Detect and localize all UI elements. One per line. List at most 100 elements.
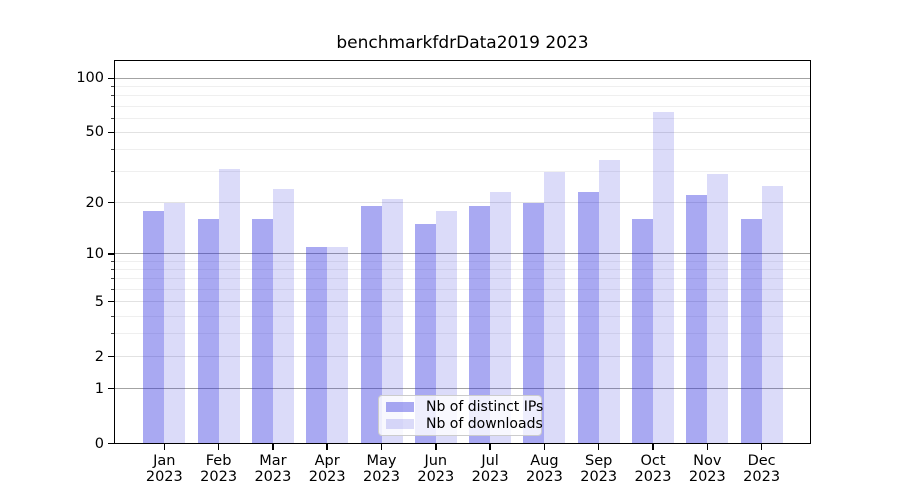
y-axis-minor-tick (111, 333, 114, 335)
chart-title: benchmarkfdrData2019 2023 (336, 33, 589, 53)
gridline-minor (114, 260, 811, 262)
y-axis-minor-tick (111, 289, 114, 291)
bar-downloads (653, 111, 674, 444)
x-axis-tick (272, 443, 274, 450)
y-axis-minor-tick (111, 117, 114, 119)
bar-distinct-ips (632, 219, 653, 444)
y-axis-tick (108, 442, 114, 445)
y-axis-minor-tick (111, 315, 114, 317)
y-axis-minor-tick (111, 269, 114, 271)
x-tick-label: May 2023 (363, 453, 400, 485)
gridline-minor (114, 269, 811, 271)
y-axis-tick (108, 300, 114, 303)
y-tick-label: 10 (85, 245, 104, 262)
x-tick-label: Jul 2023 (471, 453, 509, 485)
x-tick-label: Sep 2023 (580, 453, 618, 485)
bar-downloads (327, 246, 349, 444)
x-axis-tick (543, 443, 546, 450)
bar-downloads (435, 210, 457, 444)
bar-downloads (707, 174, 729, 444)
x-tick-label: Apr 2023 (308, 453, 346, 485)
y-tick-label: 0 (94, 435, 104, 452)
gridline-minor (114, 95, 811, 97)
y-tick-label: 2 (94, 348, 104, 365)
gridline-major (114, 356, 811, 358)
x-axis-tick (652, 443, 654, 450)
y-tick-label: 1 (94, 380, 104, 397)
y-axis-minor-tick (111, 149, 114, 151)
x-tick-label: Dec 2023 (743, 453, 781, 485)
y-axis-minor-tick (111, 278, 114, 280)
y-tick-label: 5 (94, 293, 104, 310)
gridline-minor (114, 333, 811, 335)
bar-distinct-ips (577, 192, 599, 444)
gridline-minor (114, 315, 811, 317)
y-axis-tick (108, 355, 114, 358)
x-axis-tick (163, 443, 166, 450)
y-axis-tick (108, 77, 114, 80)
x-tick-label: Feb 2023 (200, 453, 238, 485)
y-tick-label: 20 (85, 194, 104, 211)
y-axis-minor-tick (111, 95, 114, 97)
x-tick-label: Aug 2023 (525, 453, 563, 485)
gridline-minor (114, 105, 811, 107)
gridline-major (114, 202, 811, 204)
y-tick-label: 50 (85, 124, 104, 141)
x-axis-tick (326, 443, 328, 450)
legend-item-downloads: Nb of downloads (386, 416, 543, 432)
bar-downloads (272, 188, 294, 444)
gridline-minor (114, 171, 811, 173)
x-axis-tick (489, 443, 491, 450)
bar-downloads (490, 192, 512, 444)
bar-downloads (598, 159, 620, 444)
legend-item-distinct-ips: Nb of distinct IPs (386, 399, 543, 415)
x-axis-tick (760, 443, 763, 450)
gridline-major (114, 388, 811, 390)
legend-label-distinct-ips: Nb of distinct IPs (426, 399, 544, 415)
bar-distinct-ips (740, 219, 762, 444)
legend-swatch-downloads (386, 418, 414, 430)
x-tick-label: Nov 2023 (688, 453, 726, 485)
y-axis-tick (108, 253, 114, 255)
gridline-major (114, 131, 811, 133)
legend: Nb of distinct IPs Nb of downloads (378, 395, 543, 436)
gridline-minor (114, 289, 811, 291)
y-tick-label: 100 (76, 70, 104, 87)
bar-distinct-ips (686, 195, 708, 444)
bar-distinct-ips (197, 219, 219, 444)
gridline-major (114, 301, 811, 303)
bar-distinct-ips (523, 202, 545, 444)
legend-swatch-distinct-ips (386, 401, 414, 413)
y-axis-tick (108, 131, 114, 134)
bar-distinct-ips (469, 206, 491, 444)
y-axis-tick (108, 387, 114, 390)
gridline-major (114, 77, 811, 79)
bar-distinct-ips (360, 206, 382, 444)
x-tick-label: Jan 2023 (145, 453, 183, 485)
bar-downloads (381, 198, 403, 444)
y-axis-minor-tick (111, 105, 114, 107)
y-axis-minor-tick (111, 171, 114, 173)
x-axis-tick (597, 443, 600, 450)
gridline-major (114, 253, 811, 255)
bar-downloads (164, 202, 186, 444)
gridline-minor (114, 278, 811, 280)
gridline-minor (114, 117, 811, 119)
x-axis-tick (217, 443, 220, 450)
x-axis-tick (435, 443, 437, 450)
y-axis-minor-tick (111, 86, 114, 88)
bar-distinct-ips (306, 246, 328, 444)
bar-distinct-ips (143, 210, 165, 444)
bar-distinct-ips (251, 219, 273, 444)
gridline-minor (114, 149, 811, 151)
x-tick-label: Oct 2023 (634, 453, 672, 485)
x-axis-tick (706, 443, 709, 450)
gridline-minor (114, 86, 811, 88)
y-axis-tick (108, 201, 114, 204)
x-tick-label: Mar 2023 (254, 453, 292, 485)
x-tick-label: Jun 2023 (417, 453, 455, 485)
bar-downloads (761, 185, 783, 444)
bar-distinct-ips (414, 224, 436, 444)
y-axis-minor-tick (111, 260, 114, 262)
